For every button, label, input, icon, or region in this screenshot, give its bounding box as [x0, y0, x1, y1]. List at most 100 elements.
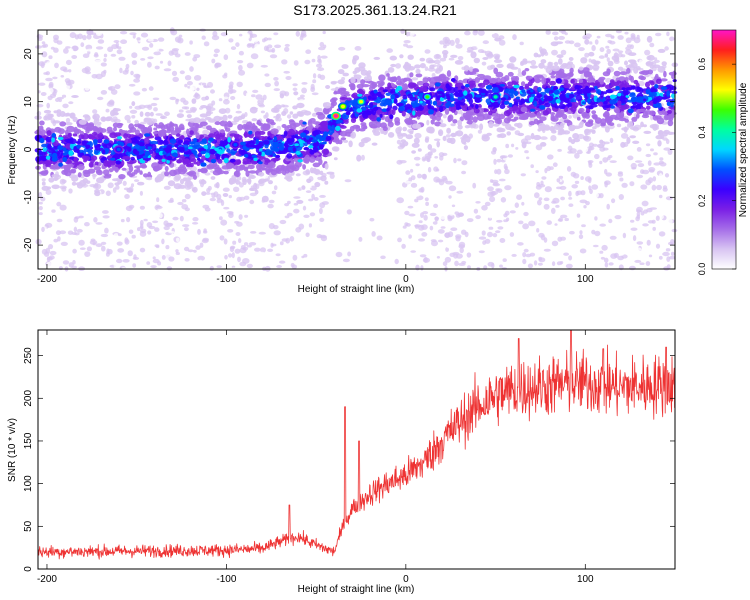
spectrogram-band-cell	[480, 90, 487, 94]
spectrogram-background-cell	[538, 214, 546, 218]
spectrogram-background-cell	[68, 69, 72, 73]
spectrogram-band-cell	[613, 81, 620, 86]
spectrogram-background-cell	[496, 158, 502, 163]
spectrogram-background-cell	[167, 60, 172, 67]
spectrogram-background-cell	[594, 153, 600, 160]
spectrogram-band-cell	[337, 139, 343, 145]
spectrogram-background-cell	[35, 238, 42, 245]
spectrogram-band-cell	[567, 61, 574, 66]
spectrogram-core-cell	[382, 89, 388, 93]
spectrogram-background-cell	[418, 224, 425, 231]
spectrogram-band-cell	[258, 122, 264, 127]
spectrogram-background-cell	[443, 45, 447, 49]
spectrogram-band-cell	[258, 179, 264, 184]
spectrogram-core-cell	[45, 155, 51, 160]
spectrogram-background-cell	[244, 54, 252, 59]
spectrogram-background-cell	[666, 69, 671, 73]
colorbar-tick-label: 0.0	[697, 263, 707, 276]
spectrogram-background-cell	[113, 40, 120, 43]
spectrogram-band-cell	[409, 130, 414, 135]
spectrogram-band-cell	[40, 129, 46, 136]
spectrogram-core-cell	[395, 88, 399, 93]
spectrogram-background-cell	[464, 30, 471, 36]
spectrogram-background-cell	[611, 198, 616, 204]
spectrogram-band-cell	[621, 100, 625, 104]
spectrogram-band-cell	[493, 67, 499, 75]
spectrogram-band-cell	[57, 149, 63, 157]
snr-frame	[37, 329, 676, 570]
spectrogram-background-cell	[253, 247, 261, 252]
spectrogram-band-cell	[270, 128, 279, 135]
spectrogram-background-cell	[84, 86, 90, 91]
spectrogram-background-cell	[155, 253, 163, 257]
spectrogram-background-cell	[378, 218, 384, 222]
spectrogram-band-cell	[320, 175, 327, 182]
spectrogram-band-cell	[584, 39, 590, 45]
spectrogram-background-cell	[293, 208, 300, 214]
spectrogram-background-cell	[445, 134, 451, 138]
spectrogram-core-cell	[446, 95, 451, 100]
spectrogram-band-cell	[617, 66, 624, 71]
spectrogram-background-cell	[109, 106, 113, 111]
spectrogram-band-cell	[220, 136, 227, 141]
spectrogram-core-cell	[630, 105, 636, 109]
spectrogram-band-cell	[40, 155, 48, 162]
spectrogram-background-cell	[577, 133, 585, 140]
spectrogram-background-cell	[433, 166, 439, 172]
spectrogram-background-cell	[227, 229, 234, 233]
spectrogram-background-cell	[335, 251, 343, 258]
spectrogram-band-cell	[162, 140, 169, 146]
spectrogram-background-cell	[491, 33, 499, 39]
spectrogram-band-cell	[507, 81, 514, 86]
spectrogram-core-cell	[139, 141, 144, 145]
spectrogram-background-cell	[139, 190, 143, 196]
spectrogram-background-cell	[514, 202, 519, 208]
spectrogram-background-cell	[154, 48, 160, 52]
spectrogram-band-cell	[635, 113, 640, 119]
spectrogram-core-cell	[386, 107, 390, 112]
spectrogram-band-cell	[539, 48, 547, 55]
spectrogram-background-cell	[153, 107, 158, 112]
spectrogram-background-cell	[580, 176, 584, 180]
spectrogram-band-cell	[385, 92, 392, 97]
spectrogram-background-cell	[316, 63, 323, 68]
spectrogram-band-cell	[591, 110, 597, 115]
spectrogram-background-cell	[130, 70, 134, 76]
spectrogram-background-cell	[442, 114, 447, 119]
spectrogram-band-cell	[460, 102, 466, 106]
spectrogram-core-cell	[155, 148, 160, 154]
spectrogram-band-cell	[387, 99, 393, 106]
spectrogram-background-cell	[317, 73, 322, 79]
spectrogram-background-cell	[41, 51, 48, 58]
spectrogram-core-cell	[47, 143, 52, 150]
spectrogram-background-cell	[183, 246, 190, 252]
spectrogram-background-cell	[301, 87, 307, 94]
spectrogram-background-cell	[594, 216, 598, 221]
spectrogram-background-cell	[309, 212, 316, 217]
spectrogram-background-cell	[199, 47, 206, 52]
spectrogram-band-cell	[59, 121, 67, 127]
spectrogram-background-cell	[97, 39, 105, 44]
spectrogram-band-cell	[330, 98, 337, 103]
spectrogram-background-cell	[421, 232, 428, 237]
spectrogram-band-cell	[519, 85, 524, 91]
spectrogram-core-cell	[563, 97, 568, 103]
spectrogram-background-cell	[239, 196, 246, 201]
spectrogram-band-cell	[599, 80, 604, 85]
spectrogram-background-cell	[448, 57, 455, 61]
spectrogram-band-cell	[303, 110, 312, 116]
spectrogram-background-cell	[667, 218, 673, 225]
spectrogram-band-cell	[235, 180, 241, 185]
spectrogram-band-cell	[407, 54, 414, 60]
spectrogram-background-cell	[437, 229, 445, 234]
spectrogram-band-cell	[337, 87, 346, 94]
spectrogram-band-cell	[200, 179, 207, 185]
spectrogram-background-cell	[268, 258, 275, 263]
spectrogram-band-cell	[471, 122, 477, 129]
spectrogram-band-cell	[429, 64, 435, 70]
spectrogram-background-cell	[575, 190, 580, 197]
spectrogram-background-cell	[413, 235, 418, 241]
spectrogram-background-cell	[307, 185, 312, 189]
colorbar-ticks: 0.00.20.40.6	[697, 58, 736, 275]
spectrogram-band-cell	[473, 57, 480, 64]
